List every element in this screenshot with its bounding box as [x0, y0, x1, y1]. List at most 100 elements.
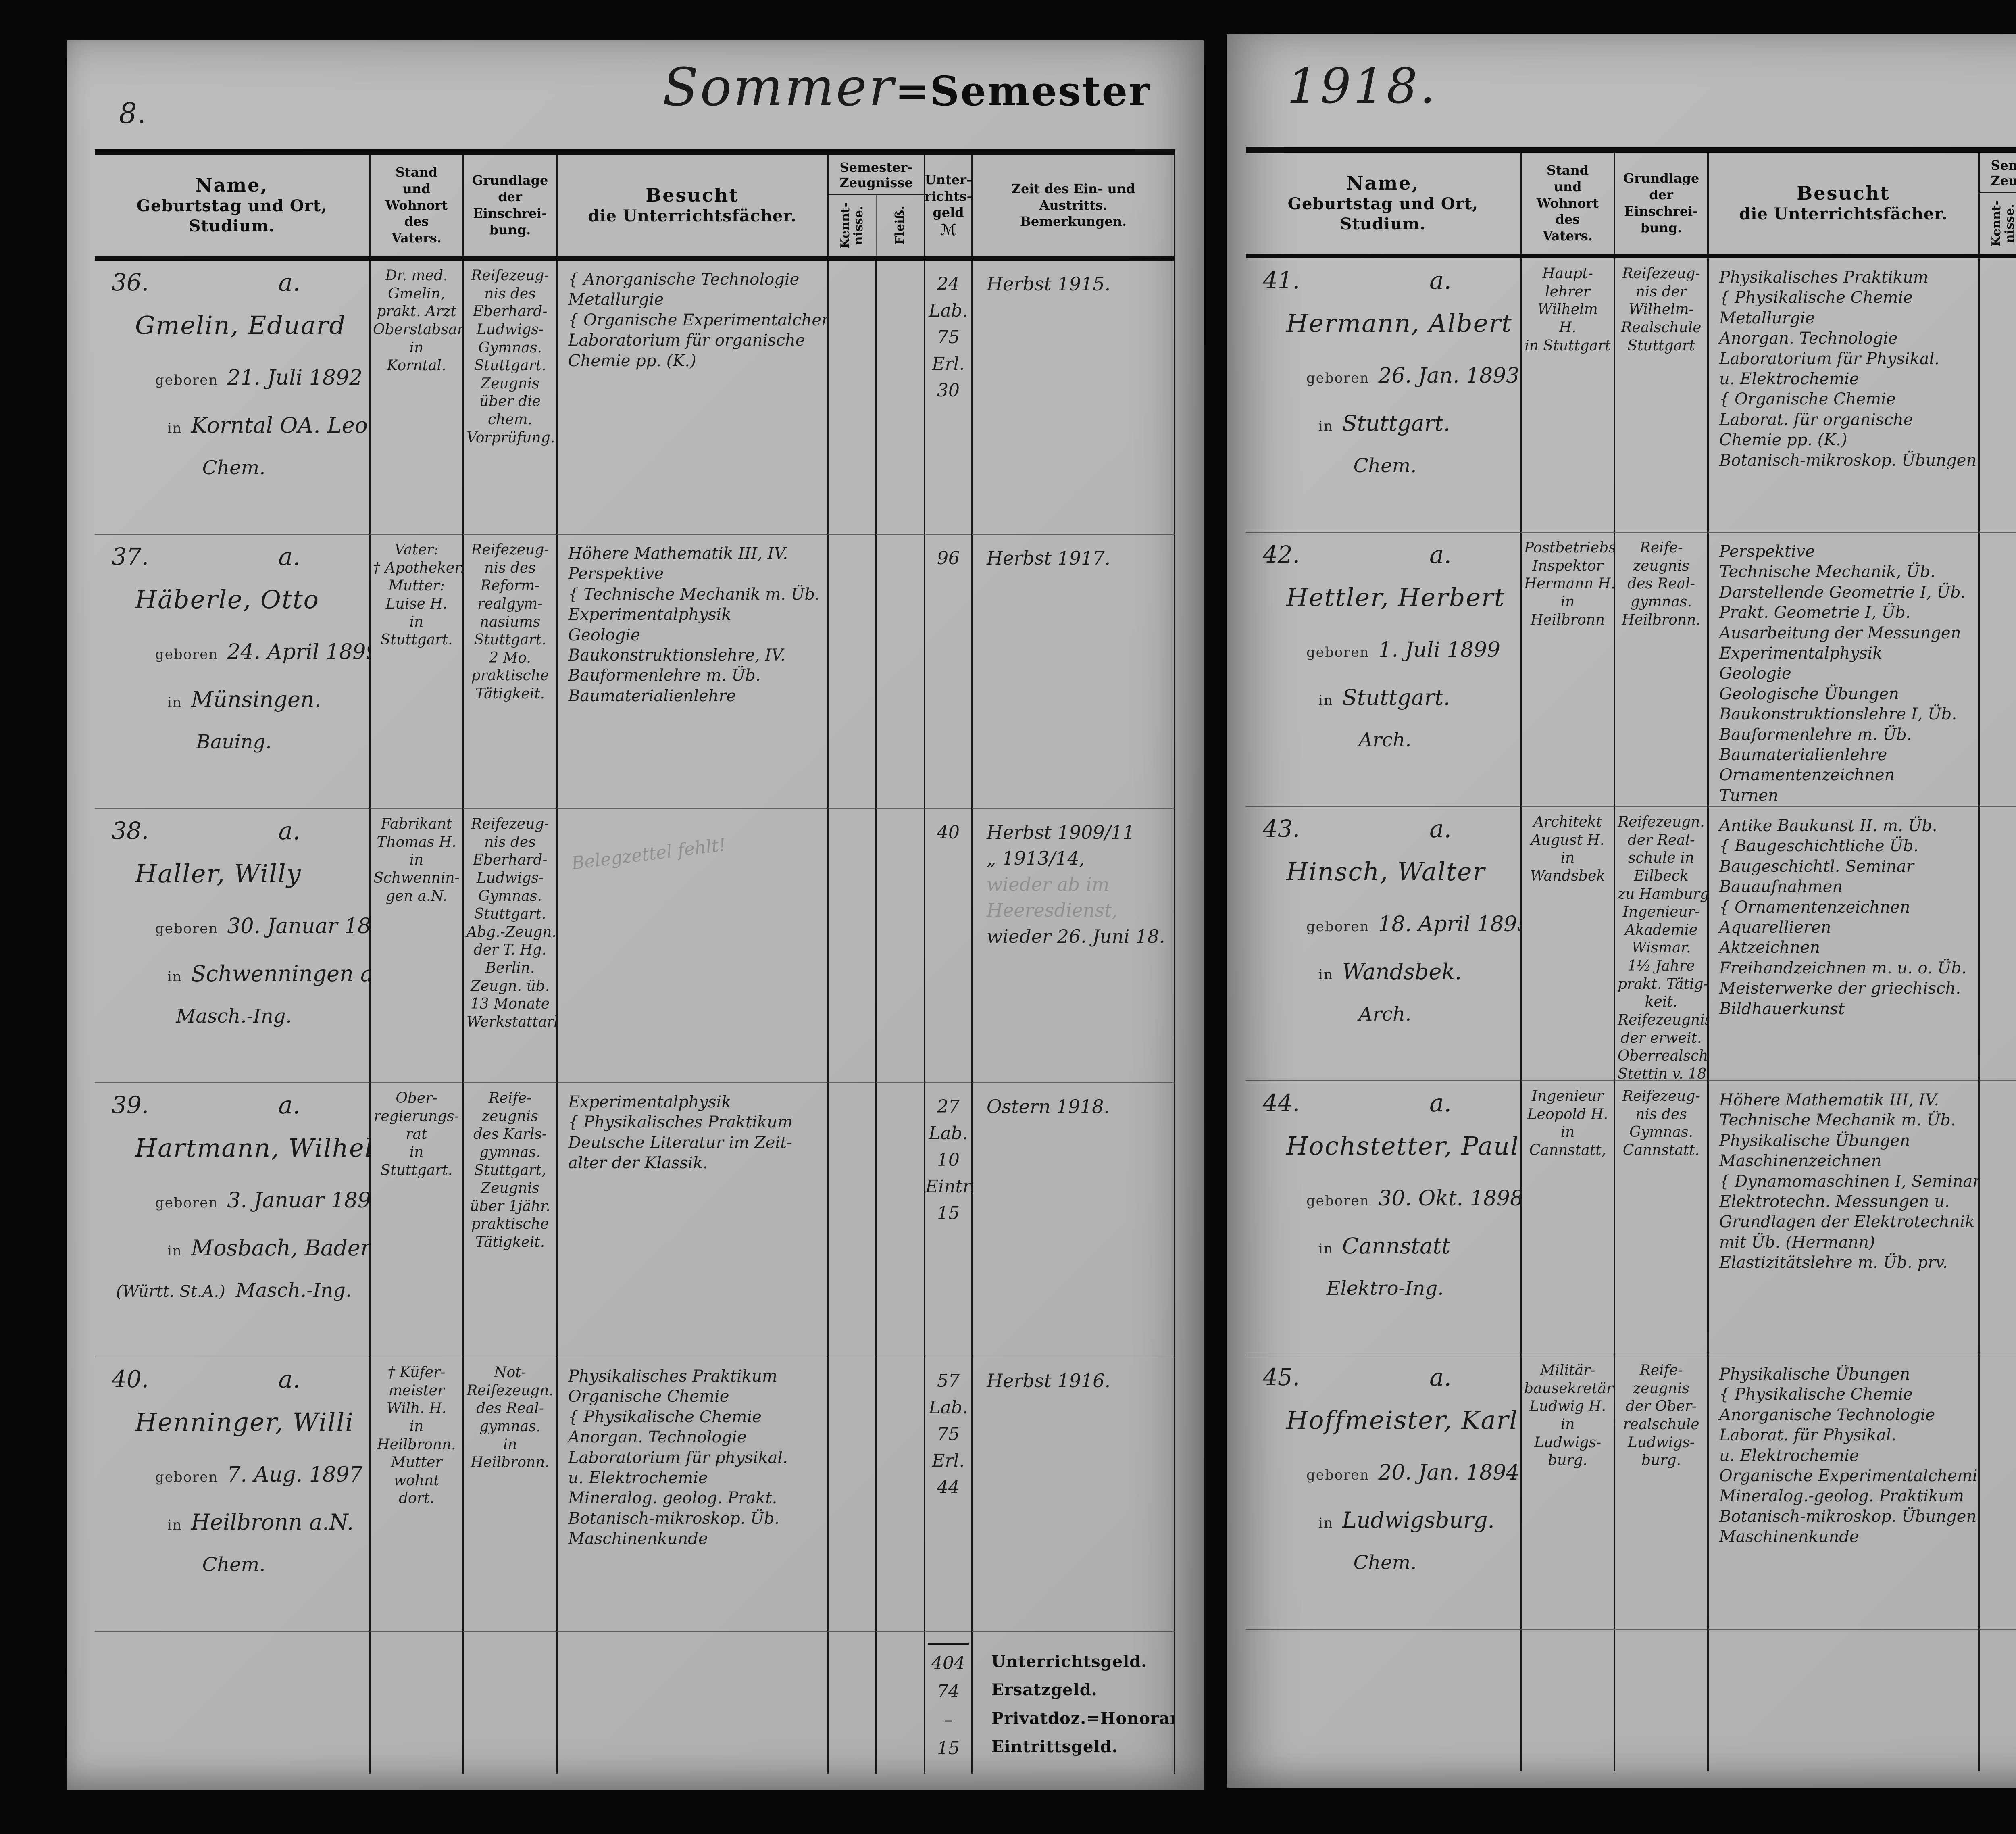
subject-line: Laborat. für Physikal. — [1719, 1426, 1897, 1445]
fee-line: Erl. — [932, 1451, 965, 1471]
semester-title: Sommer =Semester — [662, 56, 1151, 118]
totals-labels-left: Unterrichtsgeld. Ersatzgeld. Privatdoz.=… — [971, 1632, 1175, 1774]
basis-line: Eberhard- — [473, 852, 548, 869]
father-line: Ludwigs- — [1534, 1434, 1602, 1451]
subject-line: Botanisch-mikroskop. Übungen — [1719, 451, 1977, 470]
subject-line: Anorgan. Technologie — [1719, 329, 1898, 348]
fee-cell: 27 Lab. 10 Eintr. 15 — [924, 1083, 971, 1357]
subject-line: Perspektive — [1719, 542, 1815, 561]
basis-line: Cannstatt. — [1622, 1142, 1700, 1159]
father-line: dort. — [399, 1490, 434, 1507]
fee-line: Lab. — [929, 300, 968, 321]
geboren-label: geboren — [155, 1469, 219, 1485]
fee-line: 96 — [937, 548, 960, 569]
father-line: Heilbronn. — [377, 1436, 456, 1453]
father-line: Wilh. H. — [386, 1400, 447, 1417]
fee-cell: 96 — [924, 535, 971, 809]
fee-line: 75 — [937, 327, 960, 348]
father-line: Haupt- — [1542, 265, 1593, 282]
father-line: in — [409, 613, 424, 630]
title-script-part: Sommer — [662, 56, 896, 118]
subject-line: u. Elektrochemie — [1719, 369, 1859, 388]
register-table-right: Name, Geburtstag und Ort, Studium. Stand… — [1246, 147, 2016, 1771]
father-line: in — [409, 1144, 424, 1161]
basis-line: 2 Mo. — [489, 649, 531, 666]
in-label: in — [167, 694, 182, 711]
geboren-label: geboren — [155, 372, 219, 388]
basis-line: praktische — [471, 667, 549, 684]
father-cell: Militär-bausekretär Ludwig H. in Ludwigs-bu… — [1520, 1355, 1614, 1630]
subject-line: Perspektive — [568, 565, 664, 584]
father-line: Gmelin, — [388, 285, 445, 302]
father-line: Inspektor — [1532, 557, 1603, 574]
fleiss-grade-cell — [875, 809, 924, 1083]
basis-line: über 1jähr. — [470, 1198, 550, 1215]
basis-line: Ludwigs- — [476, 869, 544, 886]
basis-line: Reform- — [480, 577, 540, 594]
fee-line: 30 — [937, 380, 960, 401]
fleiss-grade-cell — [875, 1083, 924, 1357]
subject-line: alter der Klassik. — [568, 1154, 708, 1173]
father-line: Architekt — [1533, 814, 1602, 830]
subjects-cell: Perspektive Technische Mechanik, Üb. Darst… — [1707, 533, 1978, 807]
birth-date: 24. April 1899 — [227, 640, 369, 664]
subject-line: Botanisch-mikroskop. Üb. — [568, 1509, 780, 1528]
col-header-zeugnisse: Semester- Zeugnisse Kennt- nisse. Fleiß. — [1978, 153, 2016, 254]
entry-name-cell: 40. a. Henninger, Willi geboren 7. Aug. 1897… — [95, 1357, 369, 1632]
kenntnisse-grade-cell — [827, 1083, 875, 1357]
admission-mark: a. — [278, 817, 300, 845]
basis-line: chem. — [487, 411, 533, 428]
basis-cell: Reifezeug-nis des Reform-realgym-nasiums S… — [462, 535, 556, 809]
subject-line: Aktzeichnen — [1719, 938, 1820, 957]
basis-cell: Reifezeug-nis des Gymnas. Cannstatt. — [1614, 1081, 1707, 1355]
basis-line: Zeugnis — [481, 375, 539, 392]
fleiss-grade-cell — [875, 261, 924, 535]
entry-number: 42. — [1263, 541, 1300, 568]
basis-line: der Real- — [1627, 832, 1695, 848]
father-line: H. — [1559, 319, 1577, 336]
student-name: Hoffmeister, Karl — [1286, 1405, 1518, 1435]
register-entry: 42. a. Hettler, Herbert geboren 1. Juli 1899… — [1246, 533, 2016, 807]
father-line: in — [1560, 1124, 1575, 1141]
in-label: in — [1318, 692, 1333, 709]
basis-cell: Reife-zeugnis der Ober-realschule Ludwigs-… — [1614, 1355, 1707, 1630]
zeit-line: Herbst 1909/11 — [987, 821, 1135, 843]
basis-line: in — [503, 1436, 517, 1453]
subject-line: Physikalische Übungen — [1719, 1365, 1910, 1384]
study-field: Masch.-Ing. — [176, 1005, 292, 1027]
semester-year: 1918. — [1287, 58, 1438, 115]
col-header-name: Name, Geburtstag und Ort, Studium. — [95, 155, 369, 256]
father-line: lehrer — [1545, 283, 1590, 300]
admission-mark: a. — [1429, 541, 1452, 569]
subject-line: Metallurgie — [1719, 308, 1815, 327]
basis-line: der T. Hg. — [473, 942, 547, 959]
fee-line: 15 — [937, 1203, 960, 1223]
basis-line: Reifezeug- — [1622, 1088, 1700, 1105]
father-line: Korntal. — [387, 357, 446, 374]
fee-line: 57 — [937, 1371, 960, 1391]
subject-line: Experimentalphysik — [568, 605, 731, 624]
study-field: Elektro-Ing. — [1326, 1277, 1444, 1300]
admission-mark: a. — [1429, 815, 1452, 843]
subject-line: Chemie pp. (K.) — [1719, 431, 1847, 450]
subject-line: Physikalisches Praktikum — [568, 1367, 777, 1386]
subject-line: Bauformenlehre m. Üb. — [568, 666, 761, 685]
father-cell: Postbetriebs- Inspektor Hermann H. in Heilbr… — [1520, 533, 1614, 807]
subject-line: Deutsche Literatur im Zeit- — [568, 1133, 792, 1152]
entry-name-cell: 36. a. Gmelin, Eduard geboren 21. Juli 1892 i… — [95, 261, 369, 535]
subject-line: Technische Mechanik m. Üb. — [1719, 1111, 1956, 1130]
father-line: Cannstatt, — [1529, 1142, 1606, 1159]
fee-cell: 57 Lab. 75 Erl. 44 — [924, 1357, 971, 1632]
subject-line: Bildhauerkunst — [1719, 999, 1845, 1018]
basis-line: burg. — [1641, 1452, 1681, 1469]
entry-name-cell: 45. a. Hoffmeister, Karl geboren 20. Jan. 18… — [1246, 1355, 1520, 1630]
father-line: in — [1560, 1416, 1575, 1433]
kenntnisse-grade-cell — [1978, 1355, 2016, 1630]
father-line: Ludwig H. — [1529, 1398, 1606, 1415]
student-name: Hinsch, Walter — [1286, 857, 1486, 886]
subject-line: Organische Chemie — [568, 1387, 729, 1406]
basis-line: Zeugnis — [481, 1180, 539, 1197]
basis-line: Werkstattarbeit. — [467, 1013, 556, 1030]
student-name: Henninger, Willi — [135, 1407, 354, 1437]
